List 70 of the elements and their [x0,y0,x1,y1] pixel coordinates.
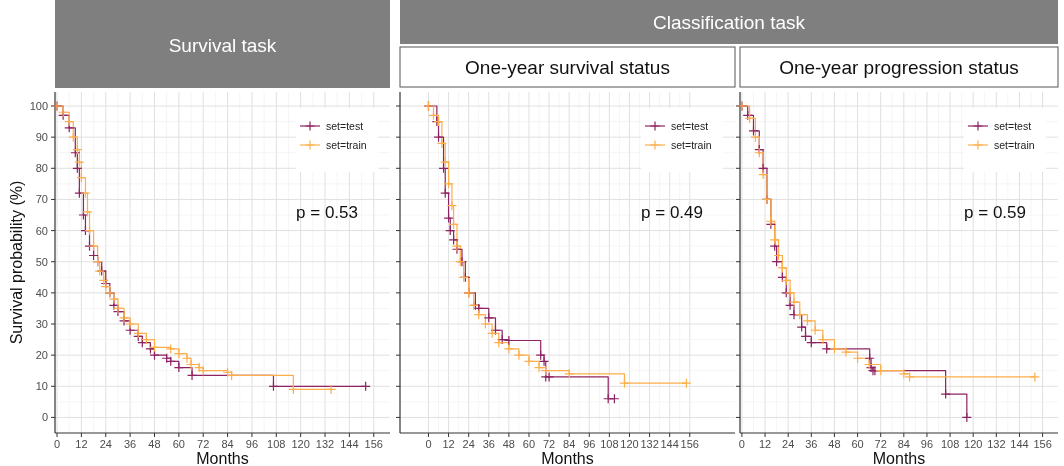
y-tick-label: 80 [35,162,48,175]
x-tick-label: 84 [897,438,910,450]
y-tick-label: 40 [35,286,48,299]
x-tick-label: 108 [940,438,960,450]
chart-subtitle: One-year progression status [779,57,1019,78]
x-tick-label: 96 [245,438,259,450]
y-tick-label: 30 [35,318,48,330]
x-tick-label: 48 [502,438,515,450]
y-tick-label: 50 [35,255,48,268]
annotation: p = 0.53 [296,203,358,222]
x-tick-label: 96 [920,438,934,450]
y-tick-label: 10 [35,380,48,393]
y-axis-title: Survival probability (%) [8,180,25,345]
legend-label: set=test [326,120,364,132]
annotation: p = 0.49 [641,203,703,222]
x-tick-label: 132 [640,438,659,450]
legend-label: set=train [326,139,367,151]
x-tick-label: 24 [99,438,112,450]
y-tick-label: 20 [35,349,48,362]
x-tick-label: 0 [738,438,745,450]
legend-label: set=test [994,120,1032,132]
y-tick-label: 60 [35,224,48,237]
x-tick-label: 144 [660,438,679,450]
x-tick-label: 72 [542,438,556,450]
x-tick-label: 72 [197,438,210,450]
x-tick-label: 12 [75,438,88,450]
chart-title: Classification task [652,12,806,33]
x-tick-label: 12 [758,438,772,450]
x-tick-label: 120 [620,438,639,450]
x-tick-label: 0 [53,438,61,450]
legend-label: set=test [671,120,709,132]
x-tick-label: 48 [828,438,841,450]
y-tick-label: 70 [35,193,48,206]
legend-label: set=train [671,139,712,151]
x-tick-label: 12 [442,438,455,450]
chart-subtitle: One-year survival status [465,57,670,78]
x-tick-label: 60 [851,438,864,450]
x-tick-label: 156 [1033,438,1052,450]
x-tick-label: 72 [874,438,887,450]
x-tick-label: 60 [172,438,185,450]
x-axis-title: Months [541,450,594,466]
x-tick-label: 156 [364,438,383,450]
x-tick-label: 132 [987,438,1006,450]
y-tick-label: 90 [35,131,48,144]
x-tick-label: 120 [964,438,983,450]
x-tick-label: 108 [267,438,286,450]
x-tick-label: 24 [782,438,795,450]
x-tick-label: 108 [600,438,619,450]
x-tick-label: 24 [462,438,475,450]
x-tick-label: 36 [805,438,818,450]
x-tick-label: 48 [148,438,161,450]
x-tick-label: 144 [1010,438,1029,450]
x-tick-label: 156 [680,438,699,450]
x-tick-label: 120 [291,438,310,450]
x-tick-label: 84 [221,438,234,450]
x-tick-label: 0 [425,438,432,450]
y-tick-label: 0 [41,411,48,424]
annotation: p = 0.59 [964,203,1026,222]
y-tick-label: 100 [29,100,48,113]
chart-title: Survival task [168,35,277,56]
x-tick-label: 96 [583,438,596,450]
x-axis-title: Months [872,450,926,466]
x-axis-title: Months [196,450,249,466]
x-tick-label: 132 [315,438,335,450]
x-tick-label: 60 [522,438,536,450]
x-tick-label: 36 [482,438,495,450]
legend-label: set=train [994,139,1035,151]
x-tick-label: 144 [340,438,359,450]
x-tick-label: 84 [563,438,576,450]
x-tick-label: 36 [124,438,137,450]
